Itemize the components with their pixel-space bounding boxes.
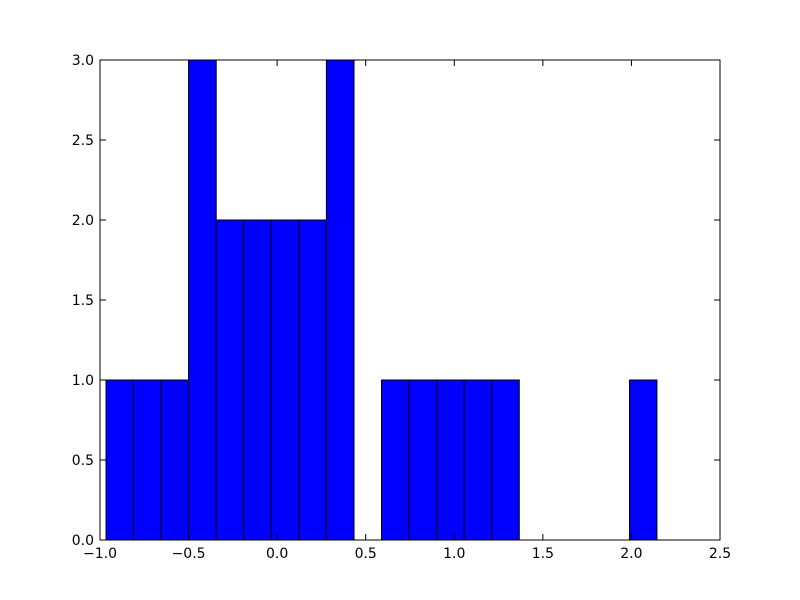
x-tick-label: 0.5 — [355, 546, 377, 562]
bar — [463, 379, 493, 541]
bar — [298, 219, 327, 541]
x-tick-label: 2.0 — [620, 546, 642, 562]
bar — [105, 379, 134, 541]
bar — [132, 379, 162, 541]
y-tick-label: 2.5 — [72, 133, 94, 149]
bar — [160, 379, 190, 541]
y-tick-label: 1.0 — [72, 373, 94, 389]
bar — [325, 59, 355, 541]
y-tick-label: 0.0 — [72, 533, 94, 549]
bar — [215, 219, 245, 541]
bar — [243, 219, 272, 541]
bar — [408, 379, 438, 541]
y-tick-label: 2.0 — [72, 213, 94, 229]
x-tick-label: −1.0 — [83, 546, 117, 562]
x-tick-label: −0.5 — [172, 546, 206, 562]
y-tick-label: 0.5 — [72, 453, 94, 469]
bar — [436, 379, 465, 541]
x-tick-label: 1.5 — [532, 546, 554, 562]
bar — [628, 379, 658, 541]
bar — [270, 219, 300, 541]
x-tick-label: 2.5 — [709, 546, 731, 562]
y-tick-label: 1.5 — [72, 293, 94, 309]
y-tick-label: 3.0 — [72, 53, 94, 69]
bar — [188, 59, 217, 541]
bar — [491, 379, 520, 541]
bar — [380, 379, 410, 541]
x-tick-label: 1.0 — [443, 546, 465, 562]
x-tick-label: 0.0 — [266, 546, 288, 562]
